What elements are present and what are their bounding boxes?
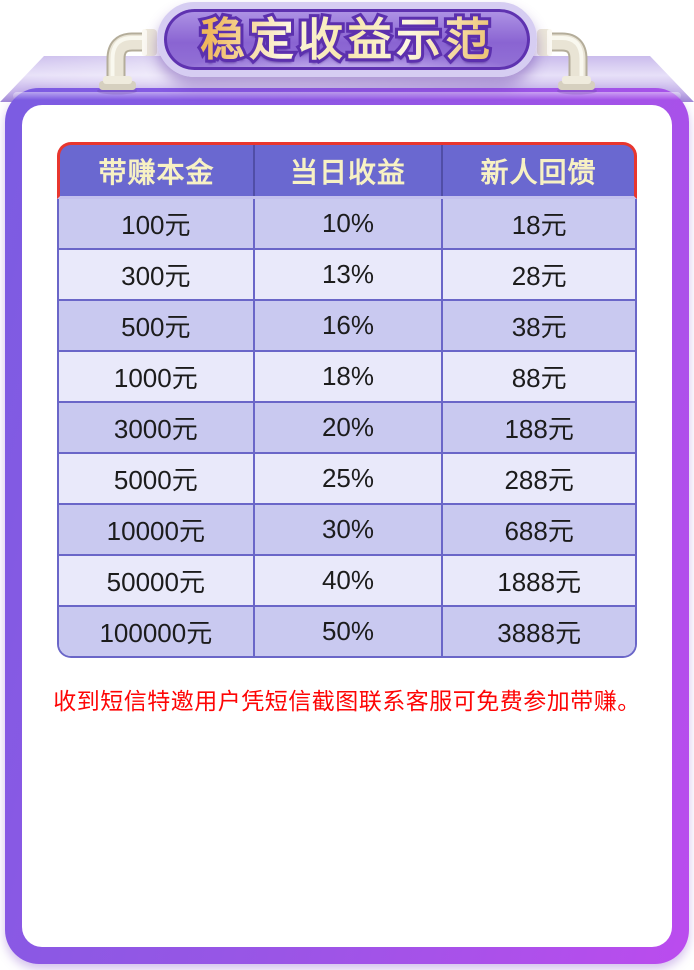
table-cell: 38元: [441, 301, 635, 350]
hanger-pipe-right-icon: [537, 29, 597, 95]
table-cell: 50%: [252, 607, 442, 656]
table-cell: 20%: [252, 403, 442, 452]
table-cell: 688元: [441, 505, 635, 554]
title-badge: 稳定收益示范 稳定收益示范: [157, 2, 537, 77]
table-cell: 300元: [121, 261, 191, 291]
table-cell: 50000元: [106, 567, 205, 597]
table-cell: 100000元: [99, 618, 213, 648]
table-row: 10000元 30% 688元: [59, 503, 635, 554]
table-row: 50000元 40% 1888元: [59, 554, 635, 605]
hanger-pipe-left-icon: [97, 29, 157, 95]
table-row: 3000元 20% 188元: [59, 401, 635, 452]
table-cell: 13%: [252, 250, 442, 299]
table-cell: 5000元: [113, 465, 198, 495]
card-frame: 带赚本金 当日收益 新人回馈 100元 10% 18元 300元 13% 28元 500元 1…: [5, 88, 689, 964]
page-title: 稳定收益示范 稳定收益示范: [197, 14, 494, 65]
table-cell: 100元: [121, 210, 191, 240]
card-frame-sheen: [13, 92, 681, 100]
table-row: 1000元 18% 88元: [59, 350, 635, 401]
table-cell: 3888元: [441, 607, 635, 656]
table-cell: 25%: [252, 454, 442, 503]
notice-text: 收到短信特邀用户凭短信截图联系客服可免费参加带赚。: [53, 688, 641, 714]
header-newcomer-bonus: 新人回馈: [441, 145, 634, 196]
table-cell: 40%: [252, 556, 442, 605]
table-row: 100元 10% 18元: [59, 199, 635, 248]
table-cell: 1888元: [441, 556, 635, 605]
table-cell: 500元: [121, 312, 191, 342]
table-row: 100000元 50% 3888元: [59, 605, 635, 656]
header-principal: 带赚本金: [98, 156, 215, 188]
table-cell: 18元: [441, 199, 635, 248]
table-header-row: 带赚本金 当日收益 新人回馈: [57, 142, 637, 199]
table-cell: 30%: [252, 505, 442, 554]
table-cell: 16%: [252, 301, 442, 350]
table-cell: 10%: [252, 199, 442, 248]
table-cell: 288元: [441, 454, 635, 503]
card-body: 带赚本金 当日收益 新人回馈 100元 10% 18元 300元 13% 28元 500元 1…: [22, 105, 672, 947]
table-body: 100元 10% 18元 300元 13% 28元 500元 16% 38元 1000元 18% 88…: [57, 199, 637, 658]
table-row: 300元 13% 28元: [59, 248, 635, 299]
table-cell: 88元: [441, 352, 635, 401]
income-table: 带赚本金 当日收益 新人回馈 100元 10% 18元 300元 13% 28元 500元 1…: [57, 142, 637, 658]
header-daily-return: 当日收益: [252, 145, 441, 196]
table-cell: 18%: [252, 352, 442, 401]
table-row: 5000元 25% 288元: [59, 452, 635, 503]
table-row: 500元 16% 38元: [59, 299, 635, 350]
table-cell: 10000元: [106, 516, 205, 546]
table-cell: 3000元: [113, 414, 198, 444]
page-title-text: 稳定收益示范: [199, 14, 494, 65]
table-cell: 1000元: [113, 363, 198, 393]
table-cell: 188元: [441, 403, 635, 452]
page-title-outline: 稳定收益示范: [197, 14, 494, 65]
table-cell: 28元: [441, 250, 635, 299]
